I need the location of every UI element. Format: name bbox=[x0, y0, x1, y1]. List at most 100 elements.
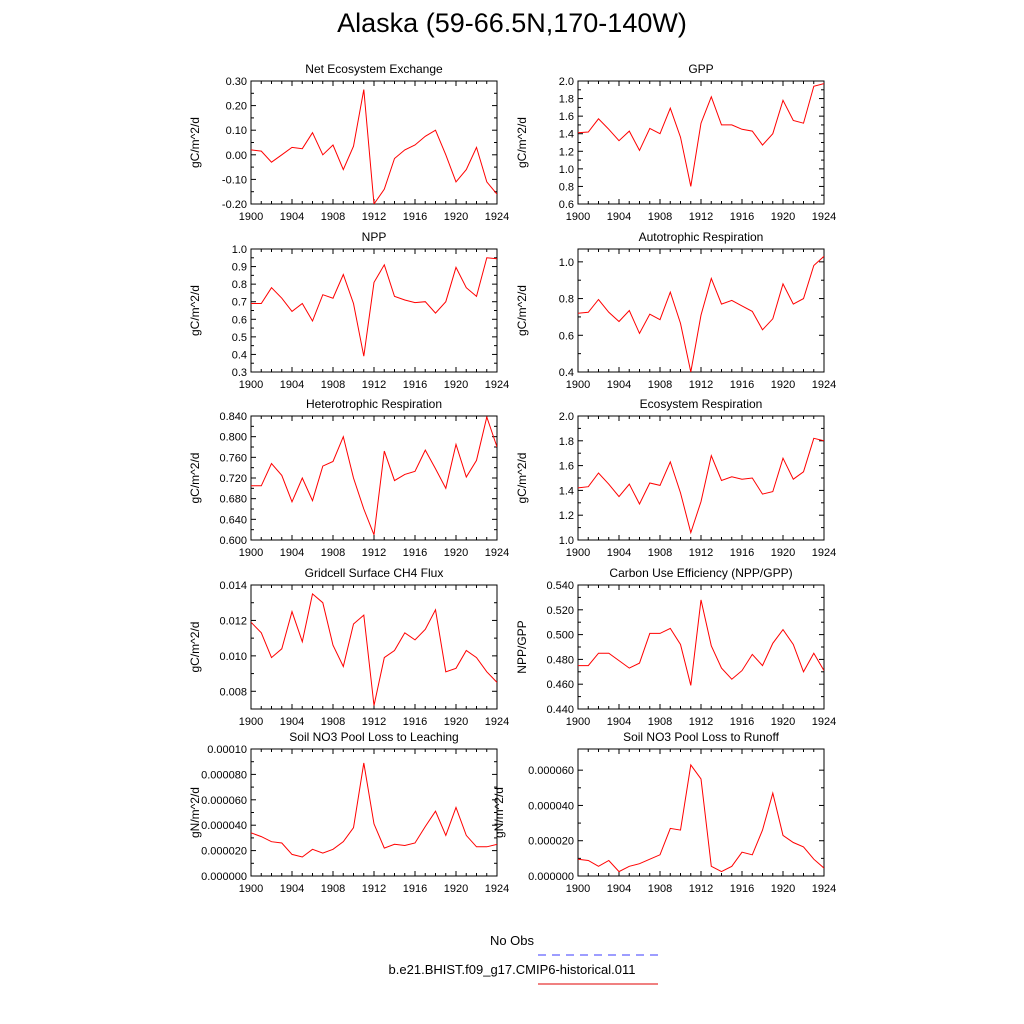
panel-title: Gridcell Surface CH4 Flux bbox=[305, 566, 444, 580]
y-tick-label: 1.0 bbox=[559, 257, 574, 269]
x-tick-label: 1912 bbox=[689, 547, 713, 559]
x-tick-label: 1920 bbox=[771, 883, 795, 895]
x-tick-label: 1916 bbox=[403, 716, 427, 728]
x-tick-label: 1904 bbox=[280, 211, 304, 223]
y-tick-label: 0.000040 bbox=[528, 800, 574, 812]
x-tick-label: 1924 bbox=[485, 379, 509, 391]
panel-heterotrophic-respiration: Heterotrophic Respiration gC/m^2/d 1900 190… bbox=[188, 397, 509, 559]
x-tick-label: 1900 bbox=[239, 547, 263, 559]
y-tick-label: 0.720 bbox=[219, 473, 247, 485]
y-tick-label: 0.540 bbox=[546, 580, 574, 592]
x-tick-label: 1904 bbox=[607, 547, 631, 559]
series-line-no3-runoff bbox=[578, 763, 824, 873]
y-tick-label: 0.6 bbox=[559, 199, 574, 211]
y-tick-label: 0.3 bbox=[232, 367, 247, 379]
y-tick-label: 0.00 bbox=[226, 150, 247, 162]
x-tick-label: 1924 bbox=[812, 716, 836, 728]
x-tick-label: 1908 bbox=[321, 716, 345, 728]
x-tick-label: 1920 bbox=[771, 716, 795, 728]
y-tick-label: 0.4 bbox=[232, 349, 247, 361]
x-tick-label: 1900 bbox=[566, 716, 590, 728]
y-tick-label: 0.840 bbox=[219, 411, 247, 423]
panel-carbon-use-efficiency: Carbon Use Efficiency (NPP/GPP) NPP/GPP 19… bbox=[515, 566, 836, 728]
y-tick-label: 0.440 bbox=[546, 704, 574, 716]
x-tick-label: 1912 bbox=[689, 379, 713, 391]
y-axis-label: gN/m^2/d bbox=[188, 787, 202, 838]
panel-no3-leaching: Soil NO3 Pool Loss to Leaching gN/m^2/d 19… bbox=[188, 730, 509, 895]
y-axis-label: gC/m^2/d bbox=[515, 285, 529, 336]
x-tick-label: 1908 bbox=[648, 547, 672, 559]
y-tick-label: 1.2 bbox=[559, 146, 574, 158]
plot-frame bbox=[577, 748, 825, 877]
y-axis-label: NPP/GPP bbox=[515, 620, 529, 673]
y-tick-label: 2.0 bbox=[559, 411, 574, 423]
x-tick-label: 1904 bbox=[280, 547, 304, 559]
y-tick-label: 0.8 bbox=[232, 279, 247, 291]
y-axis-label: gC/m^2/d bbox=[188, 117, 202, 168]
plot-frame bbox=[577, 80, 825, 205]
plot-frame bbox=[250, 248, 498, 373]
y-tick-label: 0.760 bbox=[219, 452, 247, 464]
series-line-no3-leaching bbox=[251, 762, 497, 858]
x-tick-label: 1900 bbox=[239, 883, 263, 895]
y-tick-label: 1.0 bbox=[232, 244, 247, 256]
x-tick-label: 1924 bbox=[485, 211, 509, 223]
x-tick-label: 1900 bbox=[566, 547, 590, 559]
y-tick-label: 0.00010 bbox=[207, 744, 247, 756]
y-tick-label: 0.000000 bbox=[201, 871, 247, 883]
x-tick-label: 1920 bbox=[771, 547, 795, 559]
panel-gpp: GPP gC/m^2/d 1900 1904 1908 1912 1916 1920 1924 0… bbox=[515, 62, 836, 223]
page-title: Alaska (59-66.5N,170-140W) bbox=[337, 8, 687, 38]
y-tick-label: 1.4 bbox=[559, 129, 574, 141]
panel-ecosystem-respiration: Ecosystem Respiration gC/m^2/d 1900 1904 190… bbox=[515, 397, 836, 559]
panel-title: NPP bbox=[362, 230, 387, 244]
y-tick-label: 0.4 bbox=[559, 367, 574, 379]
series-line-npp bbox=[251, 257, 497, 357]
x-tick-label: 1900 bbox=[239, 211, 263, 223]
panel-title: GPP bbox=[688, 62, 713, 76]
y-tick-label: 0.9 bbox=[232, 262, 247, 274]
y-tick-label: 0.5 bbox=[232, 332, 247, 344]
panel-npp: NPP gC/m^2/d 1900 1904 1908 1912 1916 1920 1924 0… bbox=[188, 230, 509, 391]
x-tick-label: 1916 bbox=[403, 883, 427, 895]
x-tick-label: 1908 bbox=[648, 211, 672, 223]
x-tick-label: 1900 bbox=[566, 883, 590, 895]
x-tick-label: 1924 bbox=[485, 883, 509, 895]
x-tick-label: 1924 bbox=[812, 379, 836, 391]
y-tick-label: 0.460 bbox=[546, 679, 574, 691]
x-tick-label: 1916 bbox=[730, 211, 754, 223]
x-tick-label: 1916 bbox=[730, 883, 754, 895]
plot-frame bbox=[250, 415, 498, 541]
x-tick-label: 1904 bbox=[280, 379, 304, 391]
y-tick-label: 0.012 bbox=[219, 615, 247, 627]
y-axis-label: gN/m^2/d bbox=[492, 787, 506, 838]
plot-frame bbox=[577, 248, 825, 373]
y-tick-label: 0.010 bbox=[219, 651, 247, 663]
x-tick-label: 1924 bbox=[812, 547, 836, 559]
y-tick-label: 0.500 bbox=[546, 630, 574, 642]
y-tick-label: 1.2 bbox=[559, 510, 574, 522]
series-line-carbon-use-efficiency bbox=[578, 599, 824, 686]
x-tick-label: 1912 bbox=[362, 716, 386, 728]
plot-frame bbox=[250, 80, 498, 205]
y-tick-label: 1.6 bbox=[559, 111, 574, 123]
series-line-autotrophic-respiration bbox=[578, 255, 824, 372]
x-tick-label: 1912 bbox=[689, 211, 713, 223]
y-axis-label: gC/m^2/d bbox=[188, 285, 202, 336]
x-tick-label: 1900 bbox=[566, 379, 590, 391]
y-tick-label: 0.008 bbox=[219, 686, 247, 698]
x-tick-label: 1908 bbox=[321, 883, 345, 895]
x-tick-label: 1908 bbox=[321, 547, 345, 559]
x-tick-label: 1900 bbox=[239, 716, 263, 728]
y-tick-label: 0.014 bbox=[219, 580, 247, 592]
y-tick-label: 1.0 bbox=[559, 164, 574, 176]
y-tick-label: 0.10 bbox=[226, 125, 247, 137]
x-tick-label: 1920 bbox=[444, 547, 468, 559]
x-tick-label: 1904 bbox=[280, 716, 304, 728]
x-tick-label: 1908 bbox=[321, 211, 345, 223]
x-tick-label: 1924 bbox=[812, 211, 836, 223]
plot-frame bbox=[250, 748, 498, 877]
y-tick-label: 1.6 bbox=[559, 461, 574, 473]
x-tick-label: 1908 bbox=[648, 716, 672, 728]
